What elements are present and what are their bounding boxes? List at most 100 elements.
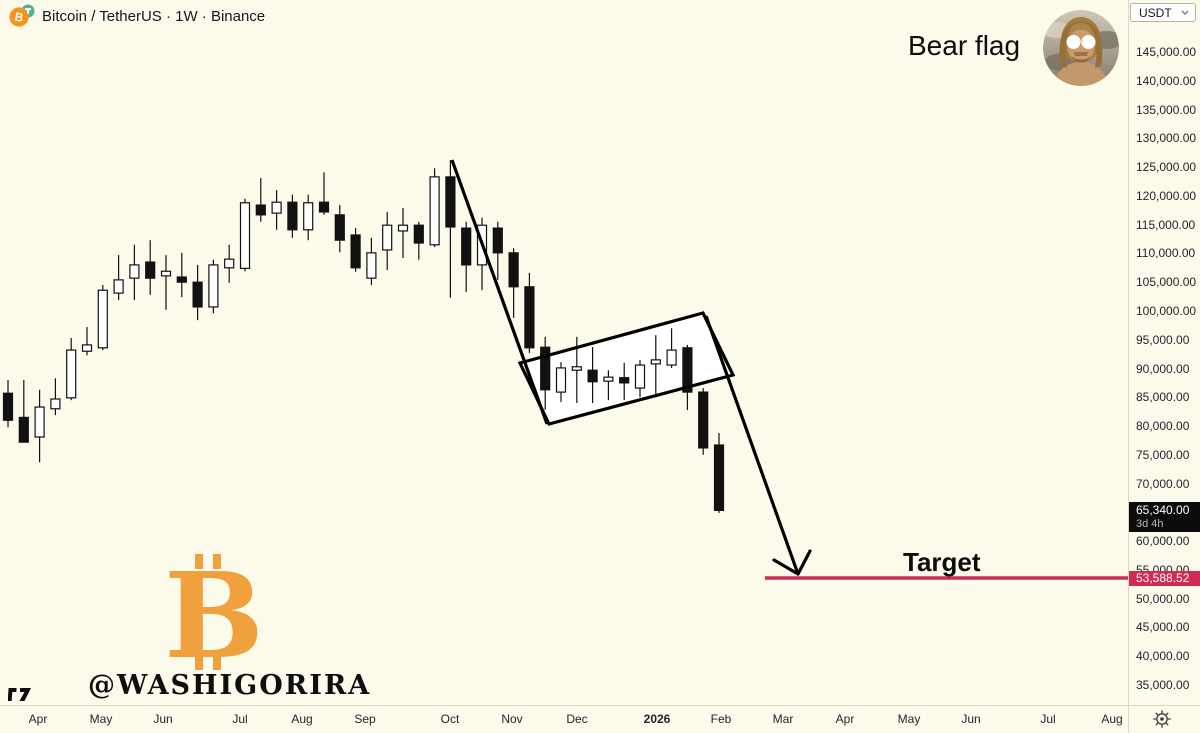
time-axis-label: Jun (961, 712, 981, 726)
watermark-handle: @WASHIGORIRA (88, 670, 372, 701)
currency-dropdown[interactable]: USDT (1130, 3, 1196, 22)
price-axis-label: 115,000.00 (1136, 217, 1196, 232)
candle-body (382, 224, 393, 251)
time-axis-label: Feb (710, 712, 732, 726)
price-axis-label: 80,000.00 (1136, 419, 1190, 434)
target-price-tag: 53,588.52 (1129, 570, 1200, 586)
candle-body (524, 286, 535, 349)
candle-body (366, 252, 377, 279)
bear-flag-fill (520, 313, 733, 424)
last-price-tag: 65,340.00 3d 4h (1129, 502, 1200, 532)
svg-text:B: B (13, 10, 25, 26)
candle-body (66, 349, 77, 399)
time-axis-label: Oct (440, 712, 460, 726)
chevron-down-icon (1181, 10, 1189, 15)
price-axis-label: 45,000.00 (1136, 620, 1190, 635)
avatar-image (1043, 10, 1119, 86)
time-axis-label: Aug (291, 712, 313, 726)
time-axis-label: Nov (501, 712, 523, 726)
candle-body (208, 264, 219, 308)
candle-body (34, 406, 45, 438)
candle-body (113, 279, 124, 294)
price-axis-label: 75,000.00 (1136, 447, 1190, 462)
candle-body (555, 367, 567, 393)
time-axis-label: Jun (153, 712, 173, 726)
candle-body (160, 270, 172, 277)
time-axis-separator (0, 705, 1200, 706)
price-axis-label: 95,000.00 (1136, 332, 1190, 347)
candle-body (271, 201, 282, 214)
price-axis-label: 90,000.00 (1136, 361, 1190, 376)
candle-body (650, 359, 661, 365)
arrowhead-barb (772, 558, 800, 576)
tradingview-logo-icon[interactable] (8, 682, 36, 702)
time-axis-label: Sep (354, 712, 376, 726)
time-axis-label: 2026 (643, 712, 671, 726)
bear-flag-parallelogram[interactable] (517, 311, 736, 426)
candle-body (287, 201, 298, 231)
bitcoin-watermark: B (168, 551, 260, 677)
arrowhead-barb (796, 549, 812, 576)
candle-body (50, 398, 61, 410)
price-axis-label: 50,000.00 (1136, 591, 1190, 606)
candle-body (587, 369, 598, 383)
svg-text:B: B (168, 551, 260, 677)
candle-body (145, 261, 156, 279)
candle-body (540, 346, 551, 391)
axis-settings-gear-icon[interactable] (1152, 709, 1172, 729)
candle-body (97, 289, 108, 349)
time-axis-label: Dec (566, 712, 588, 726)
price-axis-label: 145,000.00 (1136, 45, 1197, 59)
candle-body (429, 176, 440, 246)
price-axis-label: 135,000.00 (1136, 102, 1197, 117)
target-label: Target (903, 547, 981, 577)
candle-body (666, 349, 677, 366)
breakdown-arrow-line[interactable] (704, 315, 800, 575)
currency-dropdown-value: USDT (1139, 5, 1172, 20)
candle-body (318, 201, 330, 213)
price-axis-label: 110,000.00 (1136, 246, 1196, 261)
price-axis-label: 130,000.00 (1136, 131, 1197, 146)
candle-body (334, 214, 345, 241)
flagpole-trendline[interactable] (450, 159, 549, 425)
candle-body (492, 227, 503, 254)
candle-body (619, 377, 630, 384)
price-axis-label: 100,000.00 (1136, 303, 1197, 318)
price-axis-label: 85,000.00 (1136, 390, 1190, 405)
last-price-value: 65,340.00 (1136, 503, 1190, 517)
price-axis-label: 35,000.00 (1136, 678, 1190, 692)
price-axis-label: 105,000.00 (1136, 275, 1197, 290)
time-axis-label: Aug (1101, 712, 1123, 726)
bar-countdown: 3d 4h (1136, 518, 1164, 530)
time-axis-label: May (89, 712, 113, 726)
candle-body (397, 224, 409, 232)
symbol-title: Bitcoin / TetherUS · 1W · Binance (42, 7, 266, 25)
price-axis-label: 40,000.00 (1136, 649, 1190, 664)
time-axis-label: Mar (772, 712, 794, 726)
candle-body (192, 281, 203, 308)
candle-body (18, 416, 29, 443)
candle-body (682, 347, 693, 393)
candle-body (2, 392, 14, 421)
candle-body (698, 391, 709, 449)
candle-body (445, 176, 456, 228)
price-axis-label: 125,000.00 (1136, 160, 1197, 175)
candle-body (129, 264, 140, 279)
candle-body (413, 224, 424, 244)
candle-body (239, 202, 251, 269)
pair-logo-icon: B (9, 4, 35, 27)
bear-flag-label: Bear flag (908, 30, 1021, 61)
candle-body (303, 202, 314, 231)
candle-body (255, 204, 266, 216)
time-axis-label: May (897, 712, 921, 726)
price-axis-separator (1128, 0, 1129, 733)
price-axis-label: 120,000.00 (1136, 188, 1197, 203)
time-axis-label: Apr (835, 712, 855, 726)
time-axis-label: Jul (232, 712, 248, 726)
candle-body (350, 234, 361, 269)
candle-body (224, 258, 235, 269)
candle-body (461, 227, 472, 266)
symbol-header[interactable]: B Bitcoin / TetherUS · 1W · Binance (6, 4, 265, 28)
